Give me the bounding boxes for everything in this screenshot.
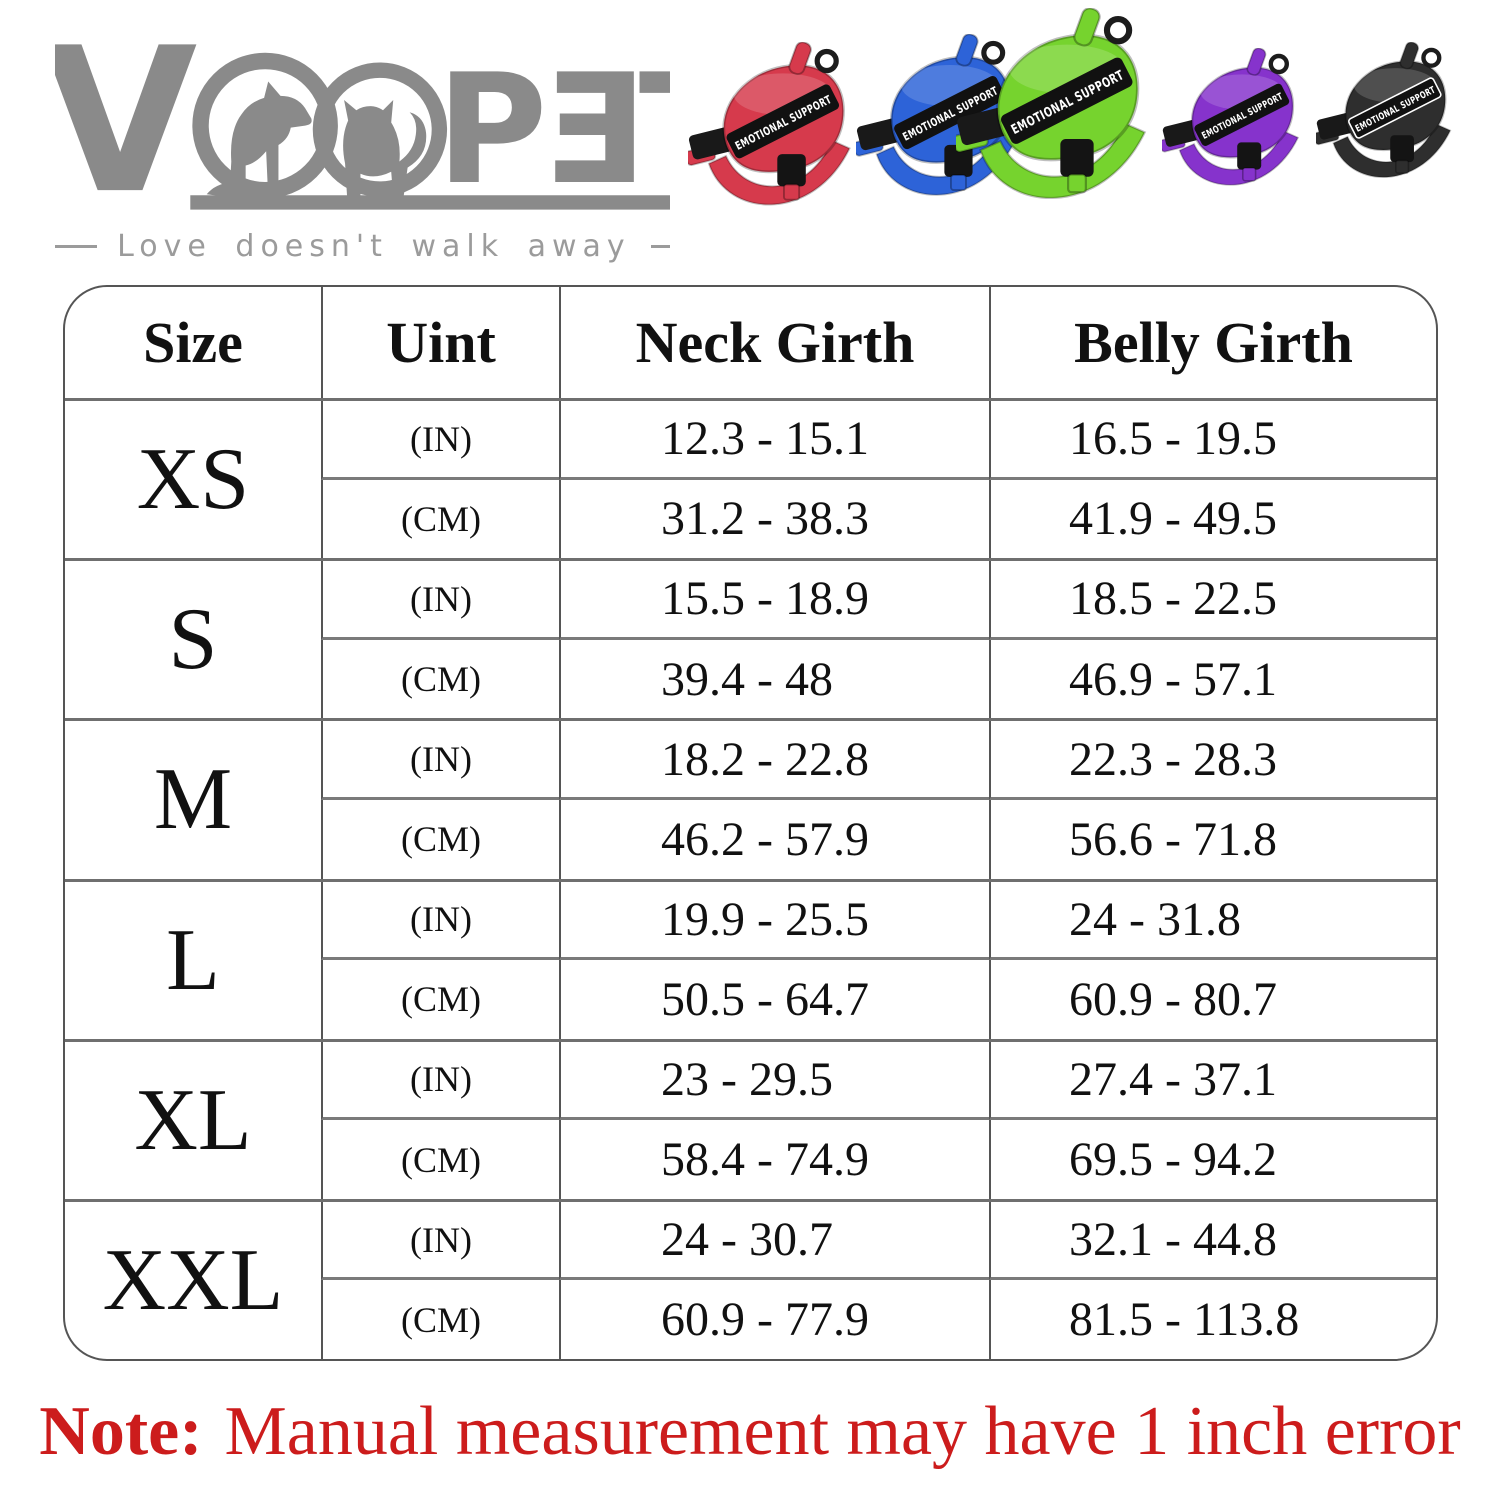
unit-cell: (CM)	[321, 479, 559, 559]
size-label: XL	[134, 1071, 252, 1169]
unit-cell: (IN)	[321, 721, 559, 800]
brand-tagline: Love doesn't walk away	[55, 229, 670, 264]
neck-cell: 18.2 - 22.8	[559, 721, 989, 800]
header-neck: Neck Girth	[559, 287, 989, 398]
belly-cell: 22.3 - 28.3	[989, 721, 1436, 800]
harness-black: EMOTIONAL SUPPORT	[1316, 42, 1474, 200]
tagline-text: Love doesn't walk away	[117, 229, 631, 264]
harness-green: EMOTIONAL SUPPORT	[956, 8, 1178, 230]
size-group-xs: XS (IN) 12.3 - 15.1 16.5 - 19.5 (CM) 31.…	[65, 398, 1436, 559]
unit-cell: (CM)	[321, 960, 559, 1039]
voopet-logo-graphic: V PƎT	[43, 5, 748, 238]
belly-cell: 41.9 - 49.5	[989, 479, 1436, 559]
unit-cell: (CM)	[321, 1280, 559, 1359]
note-text: Manual measurement may have 1 inch error	[224, 1393, 1461, 1470]
neck-cell: 46.2 - 57.9	[559, 799, 989, 879]
belly-cell: 18.5 - 22.5	[989, 561, 1436, 640]
harness-purple: EMOTIONAL SUPPORT	[1162, 48, 1322, 208]
belly-cell: 24 - 31.8	[989, 881, 1436, 961]
harness-blue: EMOTIONAL SUPPORT	[856, 34, 1044, 222]
unit-cell: (CM)	[321, 799, 559, 879]
unit-cell: (IN)	[321, 1201, 559, 1281]
size-label: M	[153, 751, 233, 849]
neck-cell: 60.9 - 77.9	[559, 1280, 989, 1359]
size-group-xl: XL (IN) 23 - 29.5 27.4 - 37.1 (CM) 58.4 …	[65, 1038, 1436, 1199]
neck-cell: 15.5 - 18.9	[559, 561, 989, 640]
unit-cell: (CM)	[321, 1120, 559, 1199]
size-group-l: L (IN) 19.9 - 25.5 24 - 31.8 (CM) 50.5 -…	[65, 878, 1436, 1039]
table-header-row: Size Uint Neck Girth Belly Girth	[65, 287, 1436, 398]
harness-red: EMOTIONAL SUPPORT	[688, 42, 878, 232]
size-group-s: S (IN) 15.5 - 18.9 18.5 - 22.5 (CM) 39.4…	[65, 558, 1436, 719]
logo-letters-pet: PƎT	[436, 41, 670, 218]
tagline-left-line	[55, 245, 98, 248]
belly-cell: 46.9 - 57.1	[989, 639, 1436, 719]
header-unit: Uint	[321, 287, 559, 398]
logo-ring-cat	[312, 62, 448, 197]
tagline-right-line	[650, 245, 670, 248]
header-belly: Belly Girth	[989, 287, 1436, 398]
cat-silhouette	[343, 99, 427, 198]
logo-ring-dog	[192, 52, 338, 199]
unit-cell: (IN)	[321, 1041, 559, 1121]
belly-cell: 56.6 - 71.8	[989, 799, 1436, 879]
neck-cell: 23 - 29.5	[559, 1041, 989, 1121]
size-group-m: M (IN) 18.2 - 22.8 22.3 - 28.3 (CM) 46.2…	[65, 718, 1436, 879]
neck-cell: 19.9 - 25.5	[559, 881, 989, 961]
brand-logo: V PƎT Love doesn't walk away	[43, 5, 748, 264]
size-group-xxl: XXL (IN) 24 - 30.7 32.1 - 44.8 (CM) 60.9…	[65, 1198, 1436, 1359]
size-label: XS	[136, 431, 250, 529]
size-label: S	[168, 591, 218, 689]
note-label: Note:	[39, 1393, 203, 1470]
size-label: L	[166, 911, 220, 1009]
unit-cell: (IN)	[321, 401, 559, 480]
size-label: XXL	[102, 1231, 284, 1329]
header-size: Size	[143, 310, 243, 375]
measurement-note: Note: Manual measurement may have 1 inch …	[0, 1392, 1500, 1472]
belly-cell: 27.4 - 37.1	[989, 1041, 1436, 1121]
neck-cell: 50.5 - 64.7	[559, 960, 989, 1039]
neck-cell: 39.4 - 48	[559, 639, 989, 719]
dog-silhouette	[229, 81, 312, 198]
neck-cell: 31.2 - 38.3	[559, 479, 989, 559]
unit-cell: (CM)	[321, 639, 559, 719]
belly-cell: 32.1 - 44.8	[989, 1201, 1436, 1281]
neck-cell: 24 - 30.7	[559, 1201, 989, 1281]
neck-cell: 12.3 - 15.1	[559, 401, 989, 480]
belly-cell: 81.5 - 113.8	[989, 1280, 1436, 1359]
size-chart-table: Size Uint Neck Girth Belly Girth XS (IN)…	[63, 285, 1438, 1361]
unit-cell: (IN)	[321, 881, 559, 961]
belly-cell: 69.5 - 94.2	[989, 1120, 1436, 1199]
unit-cell: (IN)	[321, 561, 559, 640]
neck-cell: 58.4 - 74.9	[559, 1120, 989, 1199]
logo-letter-v: V	[55, 28, 197, 218]
belly-cell: 16.5 - 19.5	[989, 401, 1436, 480]
belly-cell: 60.9 - 80.7	[989, 960, 1436, 1039]
